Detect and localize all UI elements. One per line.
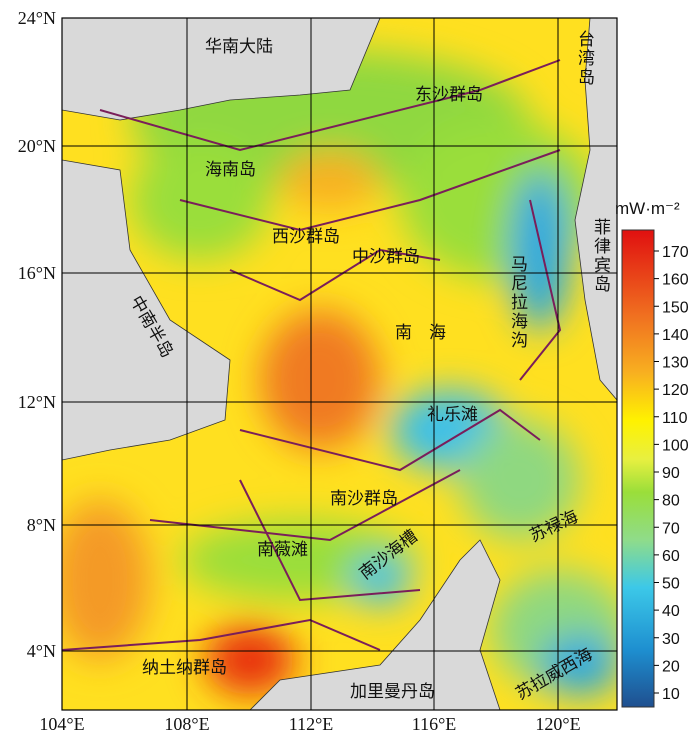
place-label: 中沙群岛 bbox=[352, 247, 420, 267]
colorbar-tick-label: 150 bbox=[662, 299, 689, 316]
lon-label: 112°E bbox=[289, 714, 334, 734]
heat-flow-field bbox=[62, 18, 617, 710]
place-label: 台湾岛 bbox=[574, 30, 595, 87]
colorbar-tick-label: 120 bbox=[662, 382, 689, 399]
colorbar-tick-label: 130 bbox=[662, 355, 689, 372]
land-borneo bbox=[249, 539, 501, 710]
colorbar-tick-label: 160 bbox=[662, 272, 689, 289]
place-label: 礼乐滩 bbox=[427, 405, 478, 425]
place-label: 东沙群岛 bbox=[415, 85, 483, 105]
lon-label: 116°E bbox=[412, 714, 457, 734]
colorbar-tick-label: 20 bbox=[662, 658, 680, 675]
place-label: 马尼拉海沟 bbox=[507, 255, 528, 350]
land-south-china bbox=[62, 18, 381, 121]
colorbar-tick-label: 50 bbox=[662, 576, 680, 593]
colorbar-tick-label: 10 bbox=[662, 686, 680, 703]
lon-label: 120°E bbox=[535, 714, 580, 734]
lat-label: 20°N bbox=[18, 136, 56, 156]
place-label: 加里曼丹岛 bbox=[350, 682, 435, 702]
lat-label: 8°N bbox=[27, 515, 56, 535]
place-label: 华南大陆 bbox=[205, 37, 273, 57]
place-label: 西沙群岛 bbox=[272, 227, 340, 247]
place-label: 海南岛 bbox=[205, 160, 256, 180]
colorbar-tick-label: 60 bbox=[662, 548, 680, 565]
colorbar-tick-label: 30 bbox=[662, 631, 680, 648]
lat-label: 16°N bbox=[18, 263, 56, 283]
land-indochina bbox=[62, 159, 231, 461]
colorbar-tick-label: 140 bbox=[662, 327, 689, 344]
land-philippines bbox=[574, 18, 617, 401]
place-label: 纳土纳群岛 bbox=[142, 658, 227, 678]
place-label: 菲律宾岛 bbox=[590, 218, 611, 294]
colorbar-tick-label: 100 bbox=[662, 437, 689, 454]
lat-label: 4°N bbox=[27, 641, 56, 661]
colorbar bbox=[621, 229, 655, 708]
colorbar-tick-label: 110 bbox=[662, 410, 688, 427]
colorbar-tick-label: 40 bbox=[662, 603, 680, 620]
lat-label: 24°N bbox=[18, 8, 56, 28]
colorbar-tick-label: 170 bbox=[662, 244, 689, 261]
lat-label: 12°N bbox=[18, 392, 56, 412]
colorbar-tick-label: 90 bbox=[662, 465, 680, 482]
place-label: 南 海 bbox=[395, 323, 446, 343]
boundaries bbox=[62, 59, 562, 651]
lon-label: 108°E bbox=[164, 714, 209, 734]
colorbar-tick-label: 70 bbox=[662, 520, 680, 537]
map-frame bbox=[61, 17, 618, 711]
place-label: 南沙群岛 bbox=[330, 489, 398, 509]
colorbar-unit: mW·m⁻² bbox=[615, 199, 680, 218]
lon-label: 104°E bbox=[39, 714, 84, 734]
graticule bbox=[62, 18, 617, 710]
place-label: 南薇滩 bbox=[257, 540, 308, 560]
colorbar-tick-label: 80 bbox=[662, 493, 680, 510]
